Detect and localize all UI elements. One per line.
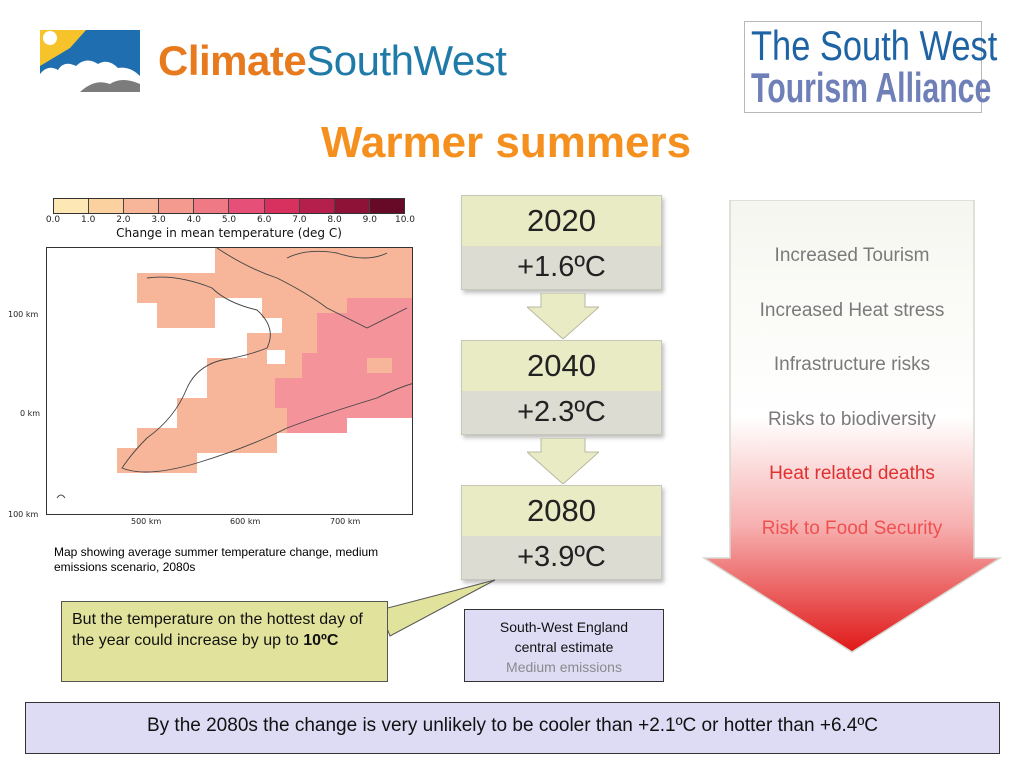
colorbar-swatch	[124, 199, 160, 213]
map-y-tick: 100 km	[8, 310, 39, 319]
colorbar-tick-label: 8.0	[327, 215, 342, 225]
projection-year: 2040	[462, 341, 661, 391]
map-y-tick: 0 km	[20, 409, 41, 418]
map-cells-4-5deg	[275, 298, 412, 433]
estimate-note: South-West England central estimate Medi…	[464, 609, 664, 682]
climate-south-west-logo-text: ClimateSouthWest	[158, 37, 507, 84]
colorbar-tick-label: 10.0	[394, 215, 416, 225]
impact-item: Increased Heat stress	[759, 299, 945, 321]
temperature-map	[46, 247, 413, 515]
projection-2040: 2040 +2.3ºC	[461, 340, 662, 435]
hottest-day-callout: But the temperature on the hottest day o…	[61, 601, 388, 682]
map-graphic	[56, 248, 412, 499]
colorbar-tick-label: 5.0	[221, 215, 237, 225]
estimate-line3: Medium emissions	[506, 659, 622, 675]
map-x-tick: 500 km	[131, 517, 162, 526]
colorbar-swatch	[264, 199, 300, 213]
climate-south-west-logo-icon	[40, 30, 140, 92]
impact-item: Heat related deaths	[769, 463, 935, 485]
colorbar-tick-label: 7.0	[292, 215, 307, 225]
colorbar-swatch	[334, 199, 370, 213]
estimate-line2: central estimate	[514, 639, 614, 655]
projection-year: 2080	[462, 486, 661, 536]
colorbar-swatch	[54, 199, 90, 213]
colorbar-label: Change in mean temperature (deg C)	[116, 226, 342, 240]
page-title: Warmer summers	[320, 118, 692, 167]
impact-item: Infrastructure risks	[773, 354, 931, 376]
tourism-alliance-logo-line1: The South West	[751, 22, 998, 69]
map-x-tick: 600 km	[230, 517, 261, 526]
colorbar-swatch	[194, 199, 230, 213]
colorbar-tick-label: 1.0	[81, 215, 96, 225]
temperature-colorbar	[53, 198, 405, 214]
impact-item: Risk to Food Security	[761, 518, 943, 539]
map-coastline	[56, 248, 412, 499]
impacts-arrow-icon	[702, 200, 1002, 653]
colorbar-tick-label: 9.0	[362, 215, 377, 225]
colorbar-tick-label: 4.0	[186, 215, 201, 225]
tourism-alliance-logo-line2: Tourism Alliance	[751, 64, 992, 111]
estimate-line1: South-West England	[499, 619, 629, 635]
impact-item: Increased Tourism	[774, 245, 930, 266]
colorbar-tick-label: 2.0	[116, 215, 131, 225]
impact-item: Risks to biodiversity	[768, 408, 936, 430]
map-y-tick: 100 km	[8, 510, 39, 519]
down-arrow-icon	[527, 293, 599, 339]
colorbar-tick-label: 6.0	[257, 215, 272, 225]
colorbar-swatch	[89, 199, 125, 213]
projection-value: +3.9ºC	[462, 536, 661, 579]
callout-text: But the temperature on the hottest day o…	[72, 611, 363, 649]
map-x-tick: 700 km	[330, 517, 361, 526]
colorbar-tick-label: 0.0	[45, 215, 61, 225]
colorbar-tick-label: 3.0	[151, 215, 166, 225]
projection-2080: 2080 +3.9ºC	[461, 485, 662, 580]
down-arrow-icon	[527, 438, 599, 484]
projection-year: 2020	[462, 196, 661, 246]
colorbar-swatch	[369, 199, 404, 213]
projection-value: +2.3ºC	[462, 391, 661, 434]
colorbar-swatch	[299, 199, 335, 213]
tourism-alliance-logo: The South West Tourism Alliance	[744, 21, 997, 113]
projection-2020: 2020 +1.6ºC	[461, 195, 662, 290]
colorbar-swatch	[229, 199, 265, 213]
colorbar-swatch	[159, 199, 195, 213]
range-statement: By the 2080s the change is very unlikely…	[25, 702, 1000, 754]
map-caption: Map showing average summer temperature c…	[54, 545, 379, 574]
projection-value: +1.6ºC	[462, 246, 661, 289]
callout-bold-value: 10ºC	[303, 632, 339, 649]
